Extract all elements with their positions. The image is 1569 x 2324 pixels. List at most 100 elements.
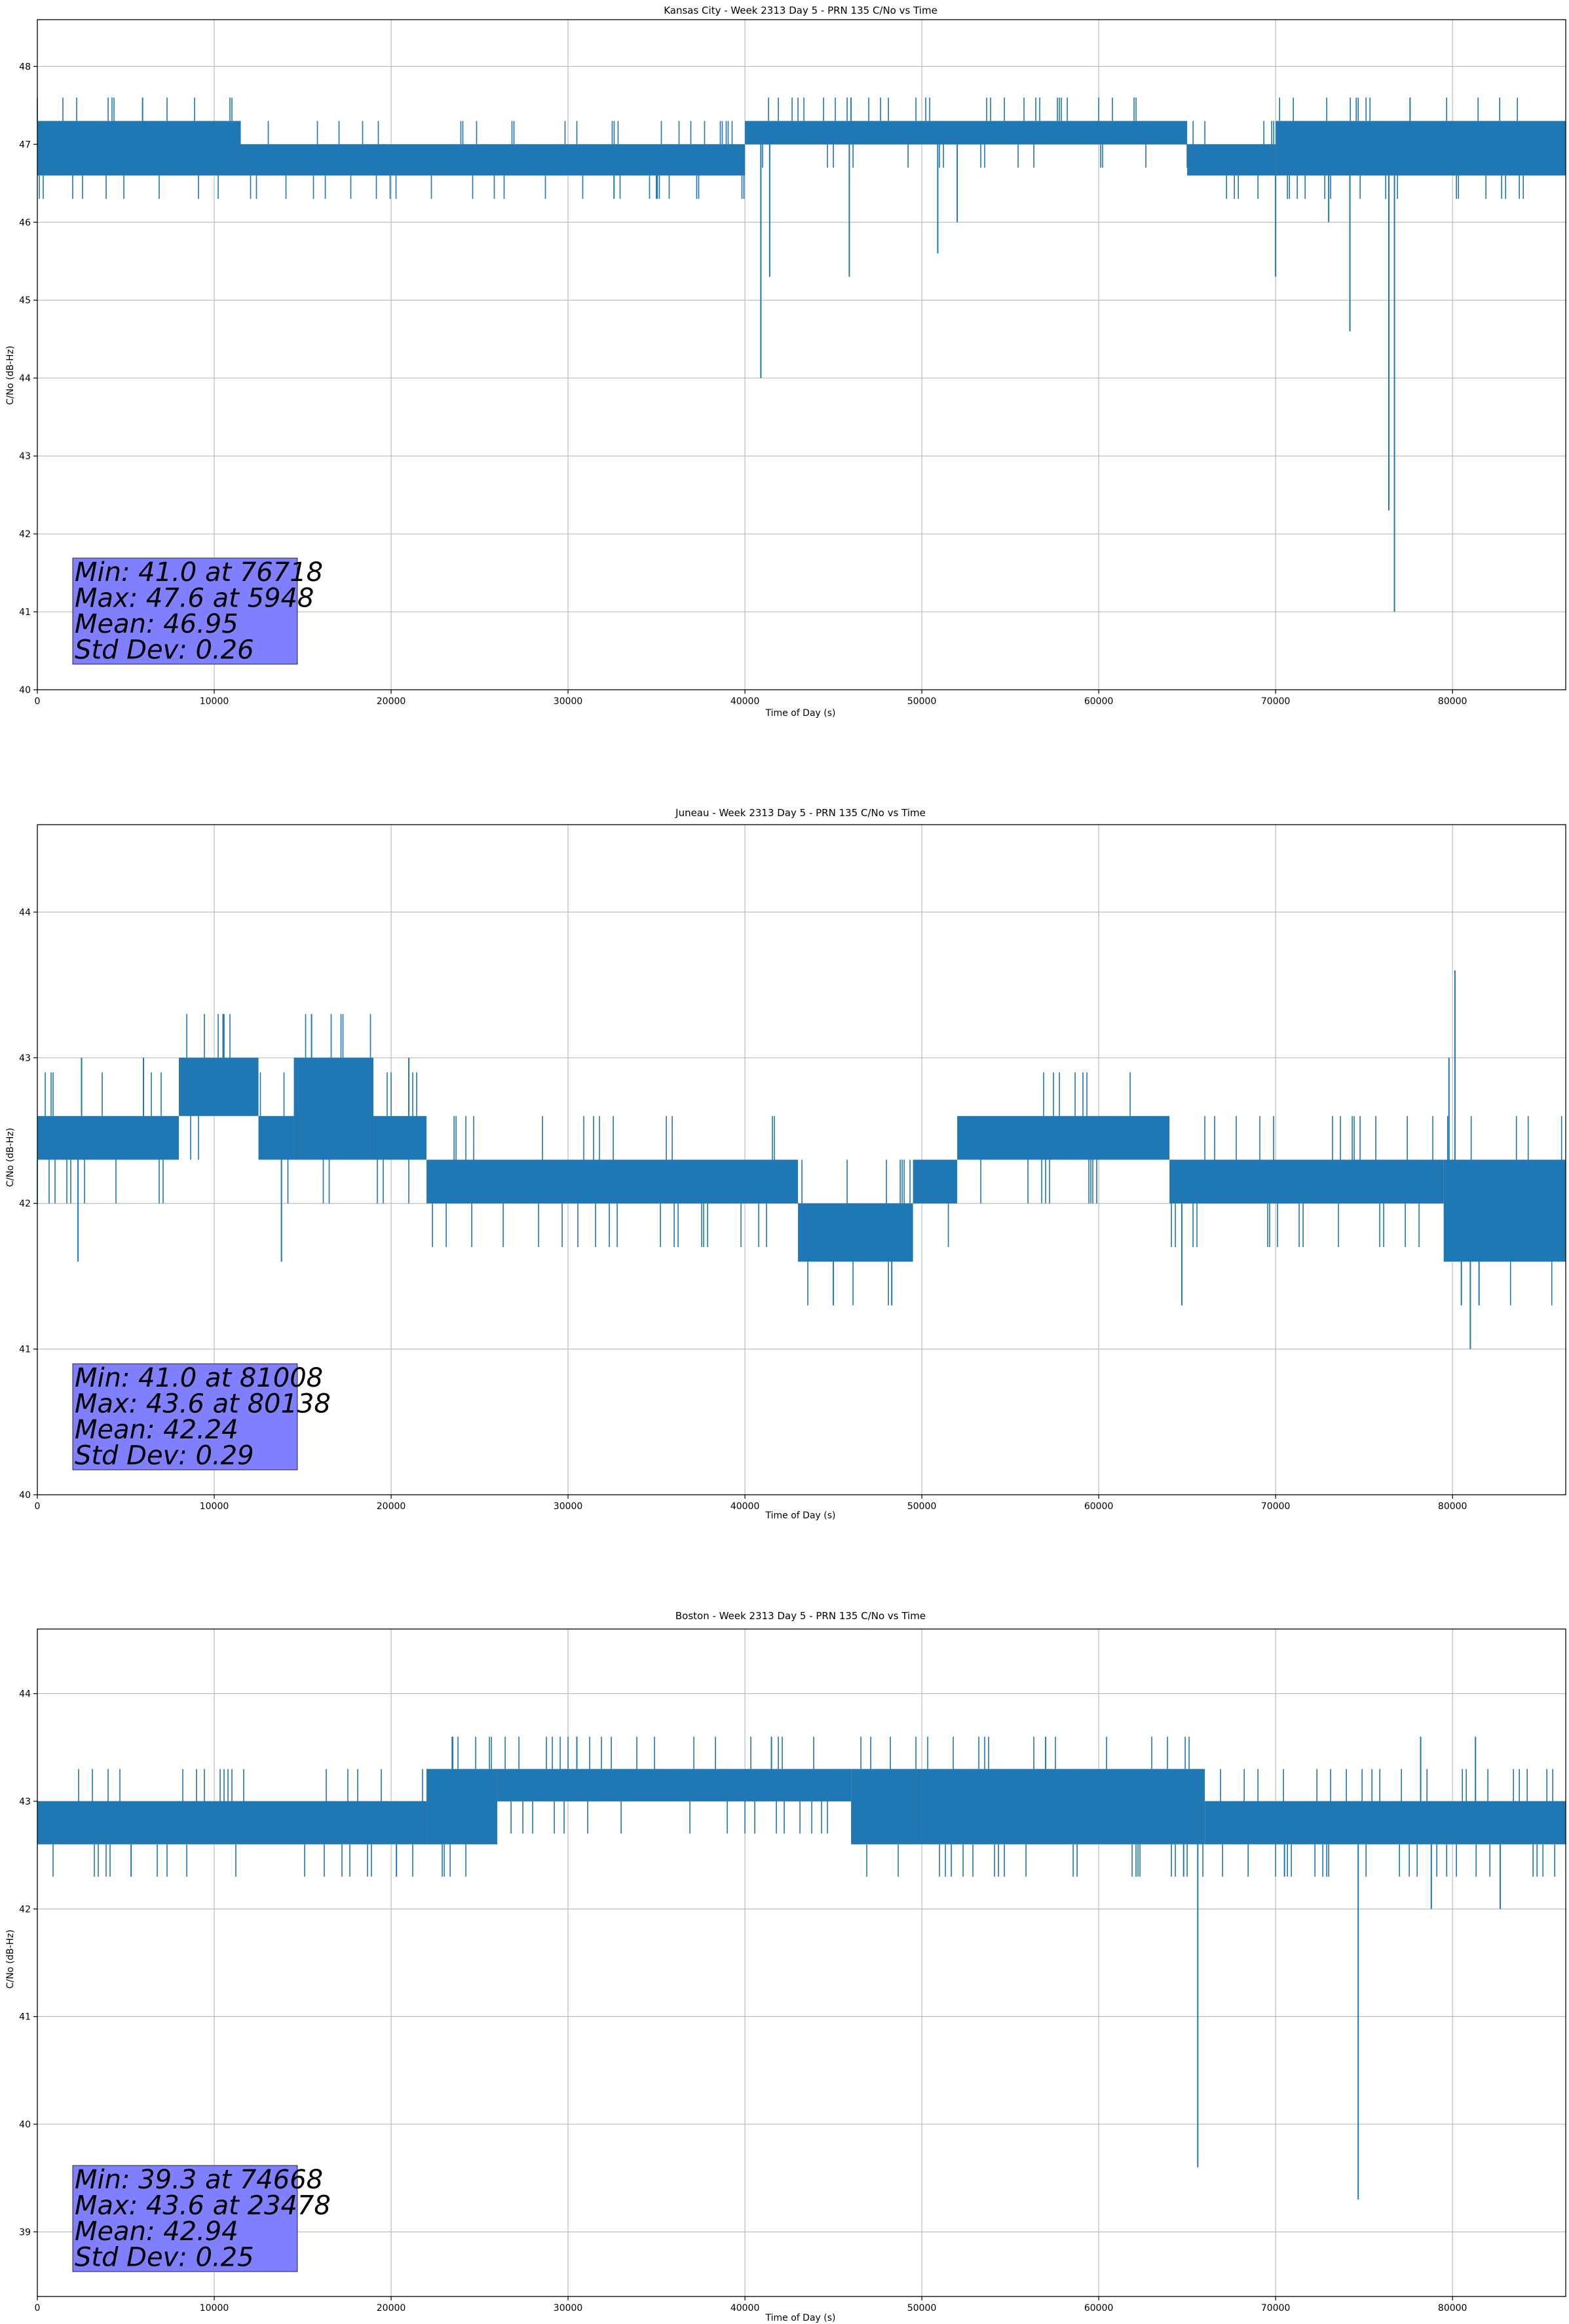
- stat-std-dev: Std Dev: 0.29: [75, 1441, 254, 1471]
- series-flicker: [186, 1014, 231, 1160]
- y-axis-label: C/No (dB-Hz): [5, 1930, 16, 1989]
- stats-box: Min: 41.0 at 81008 Max: 43.6 at 80138 Me…: [72, 1363, 331, 1471]
- series-flicker: [1192, 121, 1274, 199]
- y-tick-label: 42: [19, 1199, 31, 1209]
- plot-area: [37, 1629, 1566, 2296]
- series-band: [426, 1769, 498, 1845]
- series-band: [37, 1115, 180, 1160]
- x-tick-label: 40000: [730, 1501, 760, 1512]
- stats-box-background: [72, 1363, 298, 1471]
- series-flicker: [504, 1736, 828, 1834]
- stat-max: Max: 43.6 at 23478: [75, 2191, 331, 2221]
- y-tick-label: 47: [19, 140, 31, 150]
- chart-title: Boston - Week 2313 Day 5 - PRN 135 C/No …: [675, 1610, 926, 1622]
- stat-mean: Mean: 42.94: [75, 2217, 238, 2247]
- x-tick-label: 70000: [1261, 2303, 1291, 2314]
- series-band: [1205, 1801, 1566, 1845]
- series-band: [1276, 121, 1566, 176]
- stat-max: Max: 47.6 at 5948: [75, 584, 314, 614]
- stat-std-dev: Std Dev: 0.26: [75, 635, 254, 665]
- series-flicker: [762, 98, 1188, 168]
- series-flicker: [980, 1072, 1131, 1204]
- chart-title: Kansas City - Week 2313 Day 5 - PRN 135 …: [664, 5, 937, 16]
- series-band: [745, 121, 1188, 145]
- x-tick-label: 80000: [1438, 2303, 1467, 2314]
- x-tick-label: 60000: [1084, 696, 1114, 707]
- y-tick-label: 44: [19, 373, 31, 384]
- plot-area: [37, 825, 1566, 1495]
- y-tick-label: 40: [19, 685, 31, 696]
- x-tick-label: 0: [35, 696, 41, 707]
- series-flicker: [1446, 1115, 1562, 1305]
- series-band: [258, 1115, 294, 1160]
- y-tick-label: 41: [19, 2012, 31, 2023]
- series-flicker: [377, 1072, 417, 1204]
- x-tick-label: 40000: [730, 2303, 760, 2314]
- series-band: [497, 1769, 852, 1801]
- series-flicker: [927, 1736, 1203, 1877]
- y-tick-label: 40: [19, 1490, 31, 1501]
- series-band: [957, 1115, 1170, 1160]
- x-tick-label: 80000: [1438, 1501, 1467, 1512]
- chart-panel-juneau: Juneau - Week 2313 Day 5 - PRN 135 C/No …: [5, 807, 1566, 1521]
- x-tick-label: 10000: [200, 2303, 229, 2314]
- stat-min: Min: 39.3 at 74668: [75, 2165, 323, 2195]
- x-tick-label: 30000: [554, 2303, 583, 2314]
- series-band: [1169, 1159, 1444, 1204]
- series-flicker: [801, 1159, 911, 1305]
- stat-min: Min: 41.0 at 76718: [75, 557, 323, 588]
- y-tick-label: 42: [19, 529, 31, 540]
- x-tick-label: 70000: [1261, 1501, 1291, 1512]
- x-tick-label: 60000: [1084, 1501, 1114, 1512]
- series-band: [798, 1203, 913, 1262]
- y-tick-label: 40: [19, 2120, 31, 2130]
- series-band: [1187, 144, 1276, 176]
- series-flicker: [250, 121, 745, 199]
- series-flicker: [432, 1115, 775, 1247]
- series-band: [851, 1769, 922, 1845]
- chart-panel-kansas-city: Kansas City - Week 2313 Day 5 - PRN 135 …: [5, 5, 1566, 719]
- x-tick-label: 50000: [907, 2303, 937, 2314]
- x-tick-label: 20000: [377, 696, 406, 707]
- series-flicker: [1220, 1769, 1555, 1877]
- series-band: [37, 121, 241, 176]
- x-tick-label: 50000: [907, 1501, 937, 1512]
- y-tick-label: 45: [19, 295, 31, 306]
- y-tick-label: 41: [19, 607, 31, 618]
- x-tick-label: 10000: [200, 696, 229, 707]
- x-tick-label: 40000: [730, 696, 760, 707]
- plot-frame: [37, 1628, 1566, 2297]
- series-flicker: [1171, 1115, 1433, 1247]
- y-axis-label: C/No (dB-Hz): [5, 346, 16, 405]
- y-tick-label: 46: [19, 217, 31, 228]
- series-band: [922, 1769, 1205, 1845]
- x-tick-label: 0: [35, 1501, 41, 1512]
- stats-box-background: [72, 557, 298, 665]
- stat-min: Min: 41.0 at 81008: [75, 1363, 323, 1393]
- plot-frame: [37, 19, 1566, 690]
- series-flicker: [52, 1769, 423, 1877]
- y-axis-label: C/No (dB-Hz): [5, 1128, 16, 1187]
- series-flicker: [860, 1736, 917, 1877]
- y-tick-label: 42: [19, 1904, 31, 1915]
- x-axis-label: Time of Day (s): [765, 2313, 836, 2323]
- x-tick-label: 20000: [377, 2303, 406, 2314]
- series-band: [240, 144, 746, 176]
- stats-box: Min: 41.0 at 76718 Max: 47.6 at 5948 Mea…: [72, 557, 323, 665]
- y-tick-label: 43: [19, 1797, 31, 1807]
- x-tick-label: 30000: [554, 1501, 583, 1512]
- series-flicker: [259, 1072, 289, 1204]
- stat-max: Max: 43.6 at 80138: [75, 1389, 331, 1419]
- y-tick-label: 44: [19, 1689, 31, 1700]
- series-band: [1443, 1159, 1566, 1262]
- stat-std-dev: Std Dev: 0.25: [75, 2243, 254, 2273]
- chart-panel-boston: Boston - Week 2313 Day 5 - PRN 135 C/No …: [5, 1610, 1566, 2323]
- series-band: [913, 1159, 958, 1204]
- x-tick-label: 20000: [377, 1501, 406, 1512]
- x-tick-label: 70000: [1261, 696, 1291, 707]
- plot-frame: [37, 824, 1566, 1495]
- series-band: [426, 1159, 799, 1204]
- x-tick-label: 80000: [1438, 696, 1467, 707]
- y-tick-label: 48: [19, 62, 31, 72]
- y-tick-label: 44: [19, 907, 31, 918]
